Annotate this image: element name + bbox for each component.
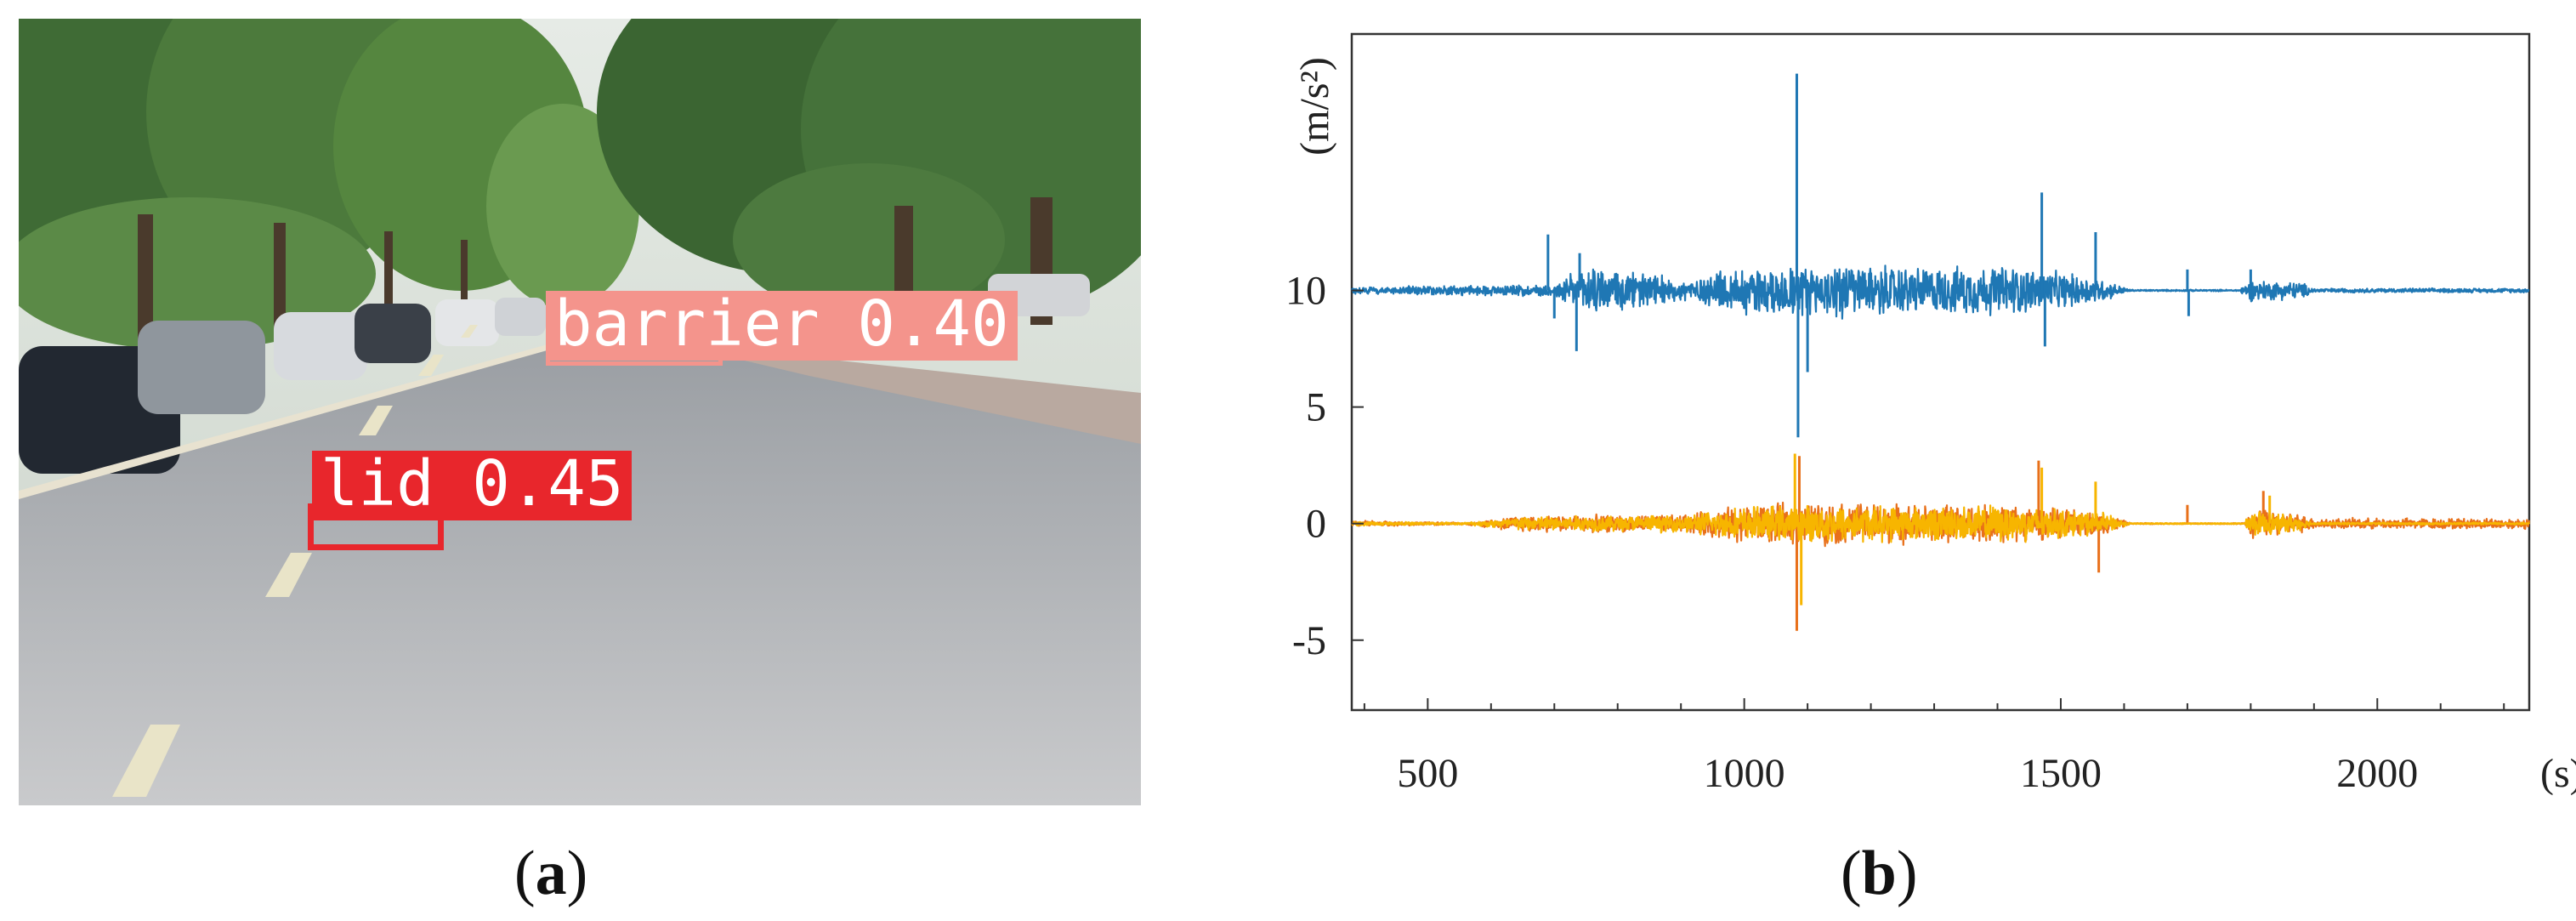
- panel-a-letter: a: [535, 839, 567, 908]
- road-photo-panel: barrier 0.40 lid 0.45: [19, 19, 1141, 805]
- panel-a-caption: (a): [514, 839, 588, 908]
- series-3-line: [1351, 504, 2531, 543]
- barrier-detection-label: barrier 0.40: [546, 291, 1018, 361]
- y-tick-label: -5: [1292, 618, 1326, 663]
- x-tick-label: 1000: [1704, 751, 1785, 796]
- series-layer: [1351, 73, 2531, 631]
- sidewalk: [665, 342, 1141, 444]
- acceleration-chart: 500 1000 1500 2000 -5 0 5 10 (m/s²) (s): [1285, 32, 2576, 796]
- road-surface: [19, 342, 1141, 805]
- lid-detection-label: lid 0.45: [312, 451, 633, 520]
- y-tick-label: 0: [1306, 502, 1326, 547]
- y-tick-label: 10: [1285, 269, 1326, 314]
- x-tick-label: 500: [1397, 751, 1458, 796]
- panel-b-caption: (b): [1841, 839, 1918, 908]
- tree-canopy: [19, 19, 1141, 350]
- lane-markings: [112, 325, 478, 797]
- plot-frame: [1350, 32, 2531, 712]
- tick-layer: 500 1000 1500 2000 -5 0 5 10: [1285, 269, 2505, 796]
- panel-b-letter: b: [1861, 839, 1897, 908]
- x-tick-label: 1500: [2020, 751, 2102, 796]
- x-axis-label: (s): [2540, 751, 2576, 796]
- y-axis-label: (m/s²): [1292, 57, 1337, 156]
- series-1-line: [1351, 264, 2530, 320]
- y-tick-label: 5: [1306, 385, 1326, 430]
- x-tick-label: 2000: [2336, 751, 2418, 796]
- road-scene-illustration: [19, 19, 1141, 805]
